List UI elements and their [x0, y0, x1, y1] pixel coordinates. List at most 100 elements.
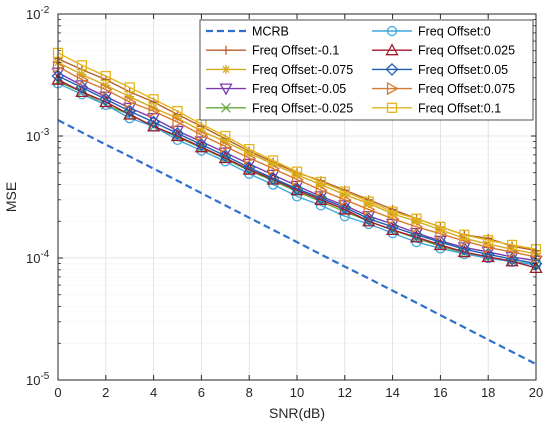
data-point-freq-offset-0-075	[268, 159, 278, 169]
x-tick-label: 18	[481, 385, 495, 400]
data-point-freq-offset-0-05	[75, 81, 89, 94]
data-point-freq-offset-0-075	[388, 209, 398, 219]
data-point-freq-offset-0-1	[506, 239, 518, 251]
data-point-freq-offset-0-1	[267, 155, 279, 166]
x-tick-label: 20	[529, 385, 543, 400]
data-point-freq-offset-0-05	[194, 138, 208, 152]
legend-item-freq-offset-0-075: Freq Offset:0.075	[372, 82, 515, 96]
legend-marker	[219, 83, 233, 96]
legend-label: Freq Offset:0.075	[418, 82, 515, 96]
y-axis-label: MSE	[3, 182, 19, 212]
data-point-freq-offset-0-05	[266, 171, 280, 185]
data-point-freq-offset-0-075	[292, 170, 302, 180]
legend-label: Freq Offset:0.05	[418, 63, 508, 77]
data-point-freq-offset-0-075	[100, 83, 113, 97]
legend-marker	[385, 62, 399, 76]
series-line-freq-offset-0-025	[57, 78, 537, 269]
data-point-freq-offset-0-075	[316, 180, 326, 190]
data-point-freq-offset-0-075	[220, 137, 230, 147]
data-point-freq-offset-0-1	[411, 213, 422, 224]
legend-label: Freq Offset:0.1	[418, 101, 501, 115]
legend-label: Freq Offset:-0.075	[252, 63, 353, 77]
data-point-freq-offset-0-1	[124, 82, 135, 93]
series-mcrb	[57, 119, 537, 366]
data-point-freq-offset-0-075	[196, 126, 206, 136]
data-point-freq-offset-0-05	[362, 212, 376, 226]
legend-label: Freq Offset:0	[418, 25, 491, 39]
data-point-freq-offset-0-075	[340, 190, 350, 200]
data-point-freq-offset-0-1	[244, 144, 255, 155]
legend-item-freq-offset-0-025: Freq Offset:0.025	[372, 43, 515, 58]
legend-marker	[386, 102, 398, 113]
data-point-freq-offset-0-1	[315, 176, 327, 188]
data-point-freq-offset-0-1	[148, 94, 159, 105]
legend-label: Freq Offset:-0.025	[252, 101, 353, 115]
data-point-freq-offset-0-05	[218, 149, 232, 163]
x-tick-label: 4	[150, 385, 157, 400]
series-freq-offset-0-1	[52, 47, 542, 255]
data-point-freq-offset-0-05	[171, 126, 184, 140]
data-point-freq-offset-0-075	[412, 216, 421, 226]
data-point-freq-offset-0-075	[435, 225, 445, 235]
data-point-freq-offset-0-075	[76, 72, 89, 87]
data-point-freq-offset-0-1	[172, 105, 183, 117]
data-point-freq-offset-0-075	[101, 80, 111, 90]
y-tick-label: 10-4	[26, 249, 50, 266]
legend-item-freq-offset-0-075: Freq Offset:-0.075	[206, 63, 353, 77]
legend-item-mcrb: MCRB	[206, 25, 289, 39]
data-point-freq-offset-0	[315, 200, 327, 211]
data-point-freq-offset-0-075	[411, 220, 424, 234]
x-tick-label: 8	[246, 385, 253, 400]
data-point-freq-offset-0-1	[220, 130, 231, 142]
x-tick-label: 12	[338, 385, 352, 400]
data-point-freq-offset-0-1	[483, 235, 494, 246]
data-point-freq-offset-0-025	[75, 85, 89, 98]
data-point-freq-offset-0-075	[148, 104, 161, 118]
data-point-freq-offset-0-05	[99, 92, 113, 106]
legend-item-freq-offset-0-1: Freq Offset:-0.1	[206, 44, 339, 58]
x-tick-label: 0	[54, 385, 61, 400]
legend-marker	[221, 45, 231, 55]
legend-item-freq-offset-0-05: Freq Offset:0.05	[372, 63, 508, 77]
series-line-freq-offset-0	[57, 82, 537, 266]
data-point-freq-offset-0-075	[364, 198, 374, 208]
data-point-freq-offset-0-075	[459, 234, 472, 248]
x-tick-label: 16	[433, 385, 447, 400]
data-point-freq-offset-0-075	[220, 139, 233, 154]
data-point-freq-offset-0-05	[147, 115, 161, 129]
data-point-freq-offset-0-05	[457, 242, 471, 256]
data-point-freq-offset-0-05	[433, 235, 447, 249]
data-point-freq-offset-0-025	[147, 119, 161, 132]
data-point-freq-offset-0-075	[124, 95, 137, 109]
legend-item-freq-offset-0-025: Freq Offset:-0.025	[206, 101, 353, 115]
legend-marker	[386, 82, 399, 96]
legend: MCRB Freq Offset:-0.1 Freq Offset:-0.075 Fr…	[199, 19, 534, 121]
data-point-freq-offset-0-025	[505, 254, 519, 267]
series-layer	[51, 47, 543, 366]
data-point-freq-offset-0-1	[435, 221, 446, 233]
data-point-freq-offset-0-075	[244, 151, 257, 165]
series-line-freq-offset-0-075	[57, 66, 537, 258]
data-point-freq-offset-0-05	[242, 161, 256, 175]
data-point-freq-offset-0-1	[339, 186, 350, 197]
legend-item-freq-offset-0-05: Freq Offset:-0.05	[206, 82, 346, 96]
data-point-freq-offset-0-1	[291, 166, 303, 177]
legend-marker	[385, 43, 399, 56]
x-axis-label: SNR(dB)	[269, 405, 325, 421]
data-point-freq-offset-0-075	[315, 183, 328, 197]
x-tick-label: 6	[198, 385, 205, 400]
legend-marker	[221, 64, 231, 74]
data-point-freq-offset-0-05	[123, 104, 137, 118]
data-point-freq-offset-0-05	[410, 228, 423, 242]
legend-box	[199, 19, 534, 121]
data-point-freq-offset-0-05	[314, 191, 328, 205]
legend-label: Freq Offset:-0.05	[252, 82, 346, 96]
y-tick-label: 10-2	[26, 5, 50, 22]
data-point-freq-offset-0-1	[100, 70, 111, 82]
data-point-freq-offset-0-05	[290, 182, 304, 196]
series-line-freq-offset-0-05	[57, 75, 537, 265]
data-point-freq-offset-0-1	[387, 206, 398, 217]
data-point-freq-offset-0-075	[267, 162, 280, 176]
data-point-freq-offset-0-1	[76, 60, 88, 71]
